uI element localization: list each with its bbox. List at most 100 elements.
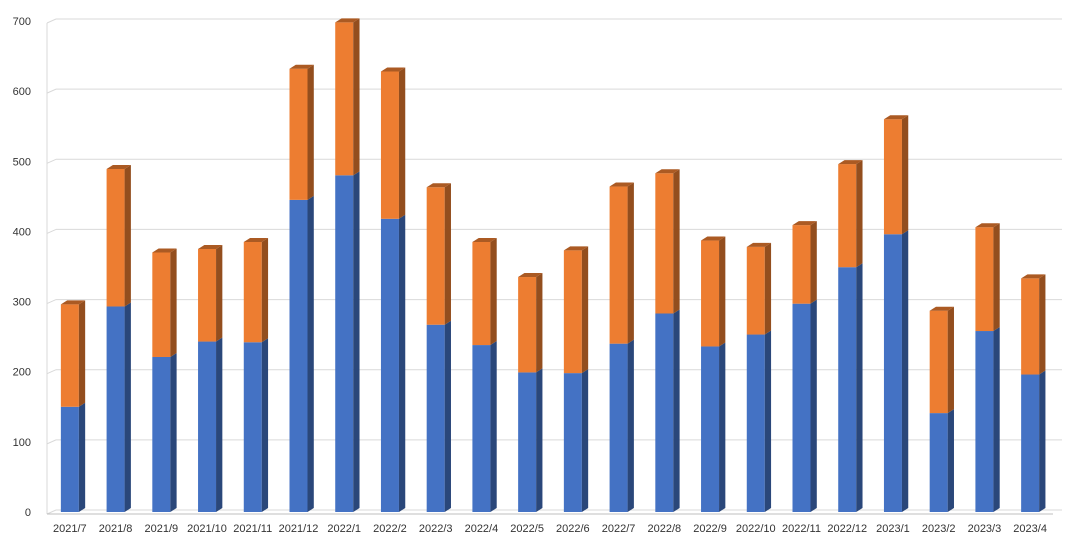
x-tick-label: 2021/7 [53, 523, 87, 535]
bar-segment-front [655, 173, 674, 314]
bar-segment-side [719, 236, 726, 347]
bar-segment-front [655, 313, 674, 512]
x-tick-label: 2022/4 [465, 523, 499, 535]
bar-segment-side [673, 309, 680, 512]
bar-segment-side [947, 306, 954, 414]
x-tick-label: 2022/2 [373, 523, 407, 535]
bar-segment-top [289, 64, 314, 69]
bar-segment-side [398, 214, 406, 512]
bar-segment-side [261, 338, 269, 512]
x-tick-label: 2022/7 [602, 523, 636, 535]
gridline-slant [46, 158, 57, 164]
bar-segment-top [563, 246, 589, 251]
bar-segment-top [792, 221, 817, 226]
x-tick-label: 2021/8 [99, 523, 133, 535]
y-tick-label: 200 [13, 367, 31, 379]
bar-segment-front [563, 250, 582, 374]
bar-segment-front [563, 373, 582, 512]
bar-segment-top [701, 236, 726, 241]
bar-segment-top [655, 169, 680, 174]
y-tick-label: 100 [13, 437, 31, 449]
bar-segment-front [472, 241, 491, 346]
bar-segment-front [929, 310, 948, 414]
x-tick-label: 2023/4 [1013, 523, 1047, 535]
y-tick-label: 400 [13, 226, 31, 238]
bar-segment-side [581, 369, 589, 512]
x-tick-label: 2022/9 [693, 523, 727, 535]
bar-segment-side [581, 246, 589, 374]
bar-segment-front [518, 372, 537, 512]
gridline-slant [46, 439, 57, 445]
tick-labels: 0 100 200 300 400 500 600 700 2021/7 2021/8 2021/9… [13, 16, 1047, 535]
x-tick-label: 2023/1 [876, 523, 910, 535]
bar-segment-side [764, 242, 772, 335]
bar-segment-front [335, 175, 354, 513]
bar-segment-side [216, 244, 223, 342]
gridline-slant [46, 369, 57, 375]
bar-segment-front [929, 413, 948, 512]
x-tick-label: 2021/12 [279, 523, 319, 535]
bar-segment-front [152, 356, 171, 512]
bar-segment-side [536, 368, 543, 512]
bar-segment-side [993, 327, 1000, 512]
bar-segment-front [838, 267, 857, 512]
bar-segment-side [627, 339, 634, 512]
bar-segment-front [746, 334, 765, 512]
bar-segment-side [947, 409, 954, 512]
bar-segment-side [673, 169, 680, 314]
bar-segment-side [490, 237, 497, 346]
bar-segment-side [719, 342, 726, 512]
bar-segment-side [124, 165, 131, 307]
bar-segment-front [198, 248, 217, 342]
bar-segment-front [883, 119, 902, 235]
bar-segment-front [883, 234, 902, 512]
bar-segment-top [243, 237, 269, 242]
bar-segment-side [261, 237, 269, 343]
bar-segment-top [1021, 274, 1046, 279]
x-tick-label: 2022/6 [556, 523, 590, 535]
x-tick-label: 2022/12 [827, 523, 867, 535]
bar-segment-side [901, 230, 909, 512]
x-tick-label: 2021/11 [233, 523, 272, 535]
y-tick-label: 600 [13, 86, 31, 98]
bar-segment-front [198, 341, 217, 512]
bar-segment-top [152, 248, 177, 253]
bar-segment-side [810, 299, 817, 512]
bar-segment-front [975, 331, 994, 512]
bar-segment-front [335, 22, 354, 176]
bar-segment-side [353, 171, 360, 513]
bar-segment-side [78, 402, 86, 512]
bar-segment-front [243, 241, 262, 343]
bar-segment-front [746, 246, 765, 335]
bar-segment-side [1039, 370, 1046, 512]
bar-segment-side [124, 302, 131, 512]
gridline-slant [46, 228, 57, 234]
bar-segment-front [518, 277, 537, 373]
bar-segment-front [975, 227, 994, 332]
bar-segment-side [170, 352, 177, 512]
x-tick-label: 2023/3 [968, 523, 1002, 535]
bar-segment-top [60, 300, 86, 305]
bar-segment-front [426, 187, 445, 325]
gridline-slant [46, 88, 57, 94]
bars [60, 18, 1046, 513]
bar-segment-front [701, 240, 720, 347]
bar-segment-front [380, 71, 399, 219]
bar-segment-side [398, 67, 406, 219]
bar-segment-front [106, 306, 125, 512]
bar-segment-top [609, 182, 634, 187]
bar-segment-side [490, 341, 497, 512]
bar-segment-front [1021, 278, 1040, 375]
bar-segment-top [929, 306, 954, 311]
bar-segment-front [609, 186, 628, 344]
axes [46, 23, 1053, 515]
y-tick-label: 700 [13, 16, 31, 28]
x-tick-label: 2022/5 [510, 523, 544, 535]
bar-segment-top [380, 67, 406, 72]
x-tick-label: 2022/1 [327, 523, 361, 535]
bar-segment-side [856, 263, 863, 512]
bar-segment-side [627, 182, 634, 344]
bar-segment-front [152, 252, 171, 357]
x-tick-label: 2021/9 [144, 523, 178, 535]
bar-segment-top [518, 273, 543, 278]
